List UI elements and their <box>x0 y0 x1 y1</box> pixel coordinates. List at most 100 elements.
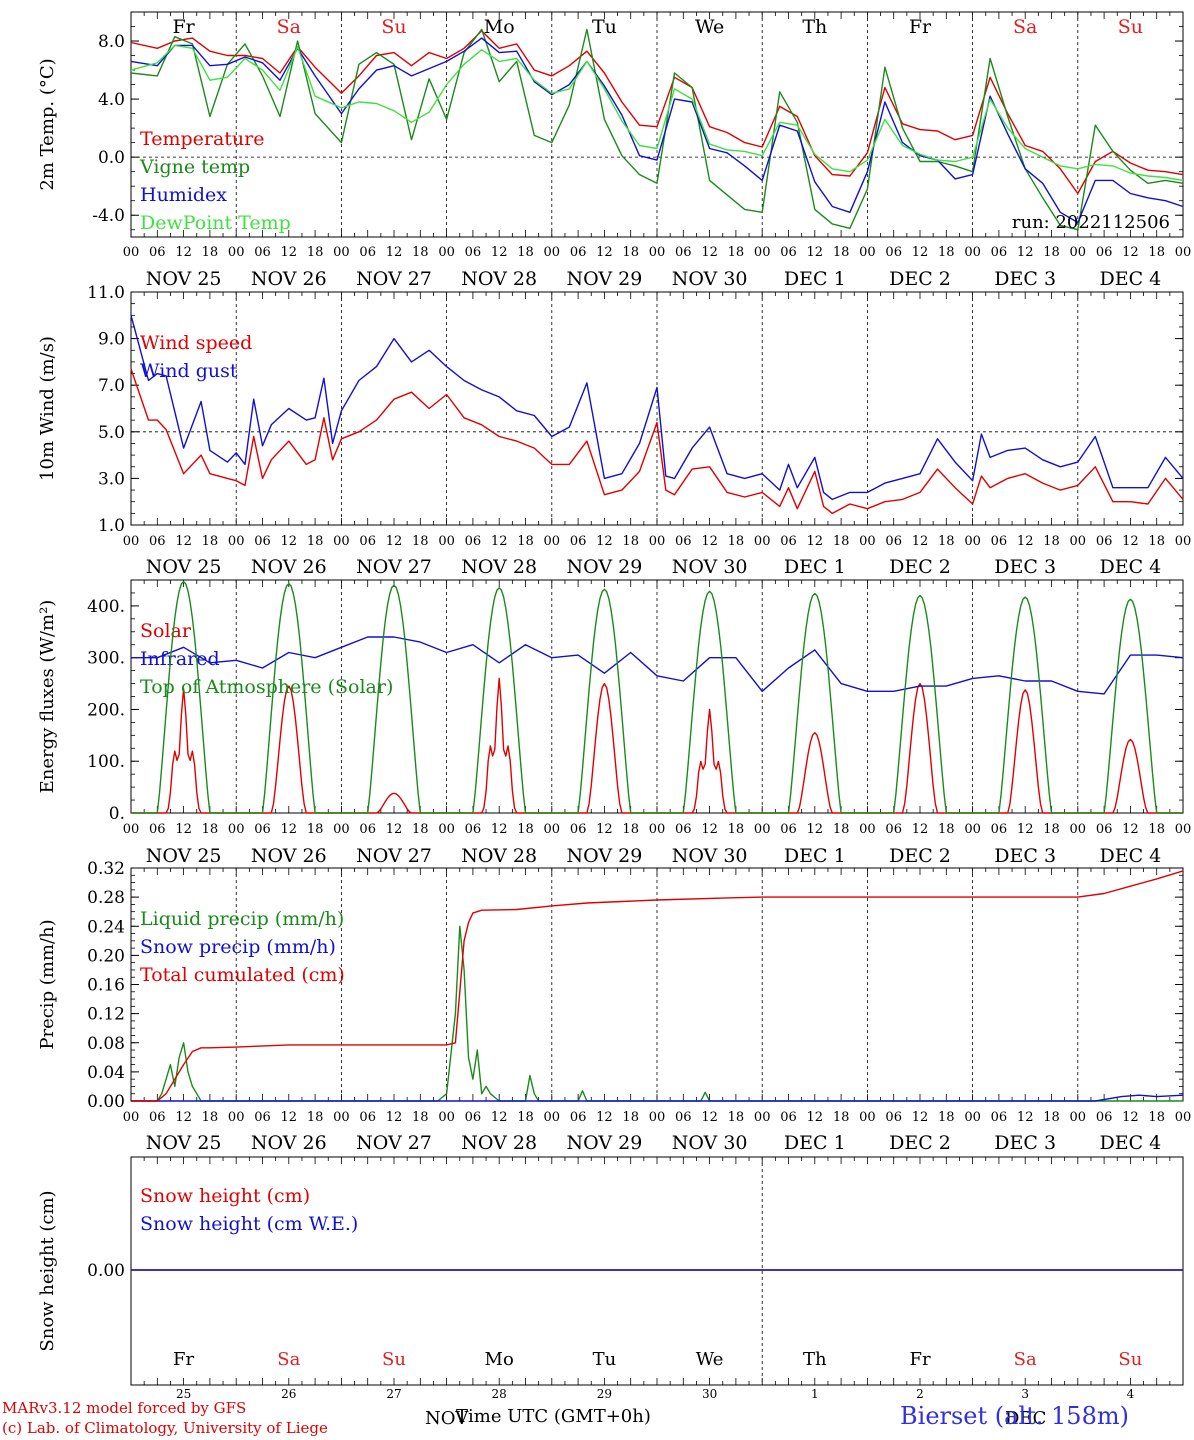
hour-label: 00 <box>228 1110 245 1125</box>
date-label: NOV 28 <box>461 845 537 867</box>
day-number: 28 <box>492 1387 507 1401</box>
hour-label: 12 <box>596 245 613 260</box>
date-label: NOV 28 <box>461 1132 537 1154</box>
hour-label: 00 <box>859 534 876 549</box>
hour-label: 00 <box>754 1110 771 1125</box>
hour-label: 12 <box>596 1110 613 1125</box>
date-label: NOV 25 <box>146 556 222 578</box>
hour-label: 06 <box>1096 245 1113 260</box>
hour-label: 12 <box>175 534 192 549</box>
date-label: NOV 30 <box>672 556 748 578</box>
y-tick-label: 400. <box>87 597 125 617</box>
hour-label: 18 <box>938 822 955 837</box>
y-axis-title: 10m Wind (m/s) <box>37 336 58 481</box>
hour-label: 06 <box>359 534 376 549</box>
date-label: NOV 29 <box>566 268 642 290</box>
hour-label: 00 <box>333 1110 350 1125</box>
hour-label: 18 <box>833 1110 850 1125</box>
y-axis-title: 2m Temp. (°C) <box>37 58 58 190</box>
hour-label: 00 <box>228 534 245 549</box>
panel-3: 00 06 12 18 NOV 25 00 06 12 18 NOV 26 00 06 12 18 NOV … <box>37 579 1191 867</box>
hour-label: 12 <box>807 1110 824 1125</box>
legend-entry: Top of Atmosphere (Solar) <box>140 676 393 698</box>
hour-label: 00 <box>859 245 876 260</box>
hour-label: 00 <box>1070 822 1087 837</box>
hour-label: 12 <box>701 534 718 549</box>
hour-label: 06 <box>359 1110 376 1125</box>
hour-label: 18 <box>1043 534 1060 549</box>
hour-label: 06 <box>780 822 797 837</box>
lab-credit: (c) Lab. of Climatology, University of L… <box>2 1419 328 1437</box>
weekday-label: Mo <box>484 16 515 38</box>
hour-label: 00 <box>438 1110 455 1125</box>
date-label: NOV 25 <box>146 268 222 290</box>
hour-label: 06 <box>254 245 271 260</box>
hour-label: 12 <box>386 822 403 837</box>
hour-label: 18 <box>1148 534 1165 549</box>
series-line-4-2 <box>131 1094 1184 1102</box>
day-number: 4 <box>1127 1387 1135 1401</box>
hour-label: 12 <box>912 245 929 260</box>
hour-label: 18 <box>622 1110 639 1125</box>
hour-label: 12 <box>1122 1110 1139 1125</box>
x-axis-title: Time UTC (GMT+0h) <box>456 1406 651 1427</box>
weekday-label-bottom: Sa <box>277 1349 300 1370</box>
hour-label: 12 <box>807 534 824 549</box>
hour-label: 00 <box>964 245 981 260</box>
hour-label: 00 <box>544 534 561 549</box>
weekday-label: Tu <box>592 16 617 38</box>
date-label: DEC 2 <box>889 556 951 578</box>
hour-label: 00 <box>859 822 876 837</box>
weekday-label: Th <box>802 16 827 38</box>
weekday-label: Sa <box>277 16 301 38</box>
weekday-label-bottom: Fr <box>173 1349 194 1370</box>
hour-label: 00 <box>1175 245 1192 260</box>
hour-label: 00 <box>649 534 666 549</box>
hour-label: 06 <box>254 822 271 837</box>
hour-label: 12 <box>1122 534 1139 549</box>
series-line-4-3 <box>131 870 1184 1102</box>
hour-label: 18 <box>517 1110 534 1125</box>
hour-label: 06 <box>465 822 482 837</box>
hour-label: 12 <box>1017 822 1034 837</box>
hour-label: 18 <box>1148 1110 1165 1125</box>
date-label: NOV 26 <box>251 845 327 867</box>
legend-entry: Infrared <box>140 648 220 670</box>
y-tick-label: 7.0 <box>98 376 125 396</box>
hour-label: 00 <box>1070 245 1087 260</box>
y-tick-label: 200. <box>87 700 125 720</box>
y-tick-label: 0.28 <box>87 888 125 908</box>
hour-label: 06 <box>991 1110 1008 1125</box>
weekday-label: Sa <box>1013 16 1037 38</box>
hour-label: 00 <box>544 822 561 837</box>
hour-label: 12 <box>807 245 824 260</box>
weekday-label-bottom: Su <box>382 1349 406 1370</box>
plot-frame <box>130 11 1184 238</box>
legend-entry: Vigne temp <box>139 156 250 178</box>
hour-label: 06 <box>675 534 692 549</box>
hour-label: 12 <box>281 534 298 549</box>
legend-entry: Humidex <box>140 184 227 206</box>
hour-label: 00 <box>333 245 350 260</box>
hour-label: 00 <box>649 1110 666 1125</box>
hour-label: 06 <box>570 534 587 549</box>
date-label: NOV 25 <box>146 1132 222 1154</box>
hour-label: 06 <box>465 534 482 549</box>
hour-label: 18 <box>412 822 429 837</box>
hour-label: 00 <box>754 245 771 260</box>
weekday-label: Su <box>1118 16 1143 38</box>
weekday-label: We <box>695 16 724 38</box>
date-label: NOV 26 <box>251 1132 327 1154</box>
hour-label: 12 <box>1017 534 1034 549</box>
hour-label: 12 <box>596 822 613 837</box>
day-number: 30 <box>702 1387 717 1401</box>
hour-label: 18 <box>728 1110 745 1125</box>
y-tick-label: -4.0 <box>92 206 125 226</box>
hour-label: 12 <box>175 822 192 837</box>
hour-label: 18 <box>1043 1110 1060 1125</box>
weekday-label-bottom: Th <box>803 1349 827 1370</box>
panel-4: 00 06 12 18 NOV 25 00 06 12 18 NOV 26 00 06 12 18 NOV … <box>37 859 1191 1154</box>
day-number: 1 <box>811 1387 819 1401</box>
hour-label: 12 <box>912 1110 929 1125</box>
hour-label: 00 <box>754 534 771 549</box>
